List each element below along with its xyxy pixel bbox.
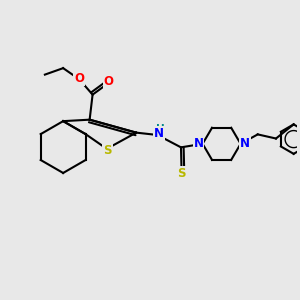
Text: O: O [74, 72, 84, 85]
Text: H: H [156, 124, 165, 134]
Text: N: N [194, 137, 203, 150]
Text: O: O [104, 76, 114, 88]
Text: S: S [177, 167, 186, 180]
Text: N: N [240, 137, 250, 150]
Text: S: S [103, 144, 112, 157]
Text: N: N [154, 127, 164, 140]
